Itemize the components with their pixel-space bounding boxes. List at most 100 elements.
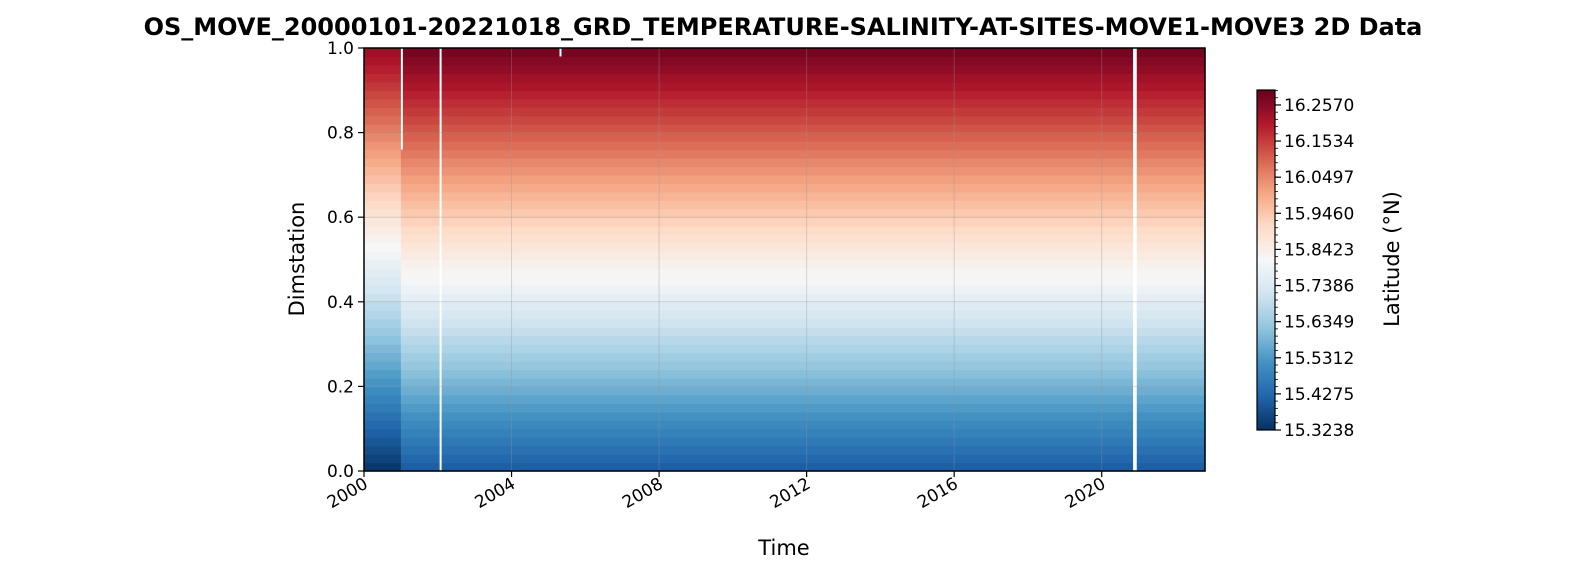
heatmap-cell bbox=[400, 318, 1206, 328]
heatmap-cell bbox=[400, 157, 1206, 168]
colorbar-tick-label: 15.9460 bbox=[1284, 204, 1354, 224]
heatmap-cell-early bbox=[364, 242, 402, 252]
x-tick-label: 2004 bbox=[472, 474, 519, 513]
heatmap-cell bbox=[400, 403, 1206, 413]
colorbar-tick-label: 15.4275 bbox=[1284, 385, 1354, 405]
heatmap-cell-early bbox=[364, 437, 402, 447]
heatmap-cell bbox=[400, 445, 1206, 455]
heatmap-cell-early bbox=[364, 90, 402, 100]
heatmap-cell bbox=[400, 369, 1206, 379]
colorbar-title: Latitude (°N) bbox=[1380, 191, 1404, 327]
heatmap-cell bbox=[400, 64, 1206, 74]
colorbar-tick-label: 16.2570 bbox=[1284, 96, 1354, 116]
data-gap bbox=[559, 48, 562, 57]
heatmap-cell-early bbox=[364, 208, 402, 218]
heatmap-cell bbox=[400, 225, 1206, 235]
heatmap-cell bbox=[400, 377, 1206, 387]
heatmap-cell bbox=[400, 81, 1206, 91]
x-tick-label: 2008 bbox=[619, 474, 666, 513]
y-tick-label: 0.0 bbox=[327, 462, 354, 482]
heatmap-cell bbox=[400, 48, 1206, 58]
heatmap-cell-early bbox=[364, 377, 402, 387]
colorbar-tick-label: 15.3238 bbox=[1284, 421, 1354, 441]
heatmap-cell bbox=[400, 90, 1206, 100]
heatmap-cell bbox=[400, 462, 1206, 472]
chart-title: OS_MOVE_20000101-20221018_GRD_TEMPERATUR… bbox=[144, 13, 1423, 41]
heatmap-cell-early bbox=[364, 386, 402, 396]
heatmap-cell bbox=[400, 293, 1206, 303]
heatmap-cell bbox=[400, 437, 1206, 447]
heatmap-cell bbox=[400, 420, 1206, 430]
heatmap-cell-early bbox=[364, 98, 402, 108]
heatmap-cell-early bbox=[364, 301, 402, 311]
heatmap-cell-early bbox=[364, 174, 402, 184]
heatmap-cell bbox=[400, 267, 1206, 278]
heatmap-cell-early bbox=[364, 259, 402, 269]
heatmap-cell-early bbox=[364, 251, 402, 261]
heatmap-cell-early bbox=[364, 284, 402, 294]
heatmap-cell bbox=[400, 73, 1206, 83]
heatmap-cell bbox=[400, 301, 1206, 311]
heatmap-cell-early bbox=[364, 157, 402, 168]
heatmap-cell-early bbox=[364, 48, 402, 58]
heatmap-cell bbox=[400, 166, 1206, 176]
heatmap-cell bbox=[400, 344, 1206, 354]
heatmap-cell bbox=[400, 454, 1206, 464]
y-tick-label: 0.2 bbox=[327, 377, 354, 397]
heatmap-cell-early bbox=[364, 124, 402, 134]
heatmap-cell-early bbox=[364, 445, 402, 455]
y-tick-label: 0.8 bbox=[327, 124, 354, 144]
y-tick-label: 0.4 bbox=[327, 293, 354, 313]
heatmap-cell-early bbox=[364, 394, 402, 404]
heatmap-cell bbox=[400, 310, 1206, 320]
heatmap-cell bbox=[400, 251, 1206, 261]
heatmap-cell-early bbox=[364, 327, 402, 337]
heatmap-cell-early bbox=[364, 115, 402, 125]
colorbar-gradient bbox=[1256, 89, 1276, 431]
heatmap-cell bbox=[400, 242, 1206, 252]
heatmap-cell-early bbox=[364, 335, 402, 345]
x-axis-title: Time bbox=[757, 536, 809, 560]
heatmap-cell bbox=[400, 191, 1206, 201]
heatmap-cell bbox=[400, 327, 1206, 337]
heatmap-cell bbox=[400, 234, 1206, 244]
heatmap-cell-early bbox=[364, 183, 402, 193]
heatmap-cell bbox=[400, 284, 1206, 294]
y-tick-label: 1.0 bbox=[327, 39, 354, 59]
heatmap-cell bbox=[400, 174, 1206, 184]
heatmap-cell-early bbox=[364, 411, 402, 421]
heatmap-cell-early bbox=[364, 141, 402, 151]
heatmap-cell bbox=[400, 149, 1206, 159]
heatmap-cell-early bbox=[364, 81, 402, 91]
y-tick-label: 0.6 bbox=[327, 208, 354, 228]
heatmap-cell bbox=[400, 411, 1206, 421]
heatmap-cell-early bbox=[364, 234, 402, 244]
heatmap-cell-early bbox=[364, 428, 402, 438]
heatmap-cell bbox=[400, 259, 1206, 269]
heatmap-cell-early bbox=[364, 352, 402, 362]
heatmap-cell-early bbox=[364, 462, 402, 472]
heatmap-cell bbox=[400, 428, 1206, 438]
x-tick-label: 2012 bbox=[767, 474, 814, 513]
heatmap-cell bbox=[400, 124, 1206, 134]
heatmap-cell bbox=[400, 183, 1206, 193]
heatmap-cell bbox=[400, 208, 1206, 218]
heatmap-cell bbox=[400, 361, 1206, 371]
heatmap-cell-early bbox=[364, 267, 402, 278]
heatmap-cell bbox=[400, 386, 1206, 396]
heatmap-cell-early bbox=[364, 107, 402, 117]
colorbar-tick-label: 15.7386 bbox=[1284, 277, 1354, 297]
colorbar-tick-label: 16.0497 bbox=[1284, 168, 1354, 188]
heatmap-cell bbox=[400, 115, 1206, 125]
y-axis-title: Dimstation bbox=[285, 202, 309, 317]
heatmap-cell-early bbox=[364, 318, 402, 328]
heatmap-cell bbox=[400, 141, 1206, 151]
heatmap-plot-area bbox=[364, 48, 1206, 472]
heatmap-cell-early bbox=[364, 369, 402, 379]
data-gap bbox=[1133, 48, 1137, 471]
x-axis: 2000 2004 2008 2012 2016 2020 bbox=[324, 471, 1109, 513]
heatmap-cell-early bbox=[364, 217, 402, 227]
heatmap-cell bbox=[400, 98, 1206, 108]
colorbar-tick-label: 16.1534 bbox=[1284, 132, 1354, 152]
